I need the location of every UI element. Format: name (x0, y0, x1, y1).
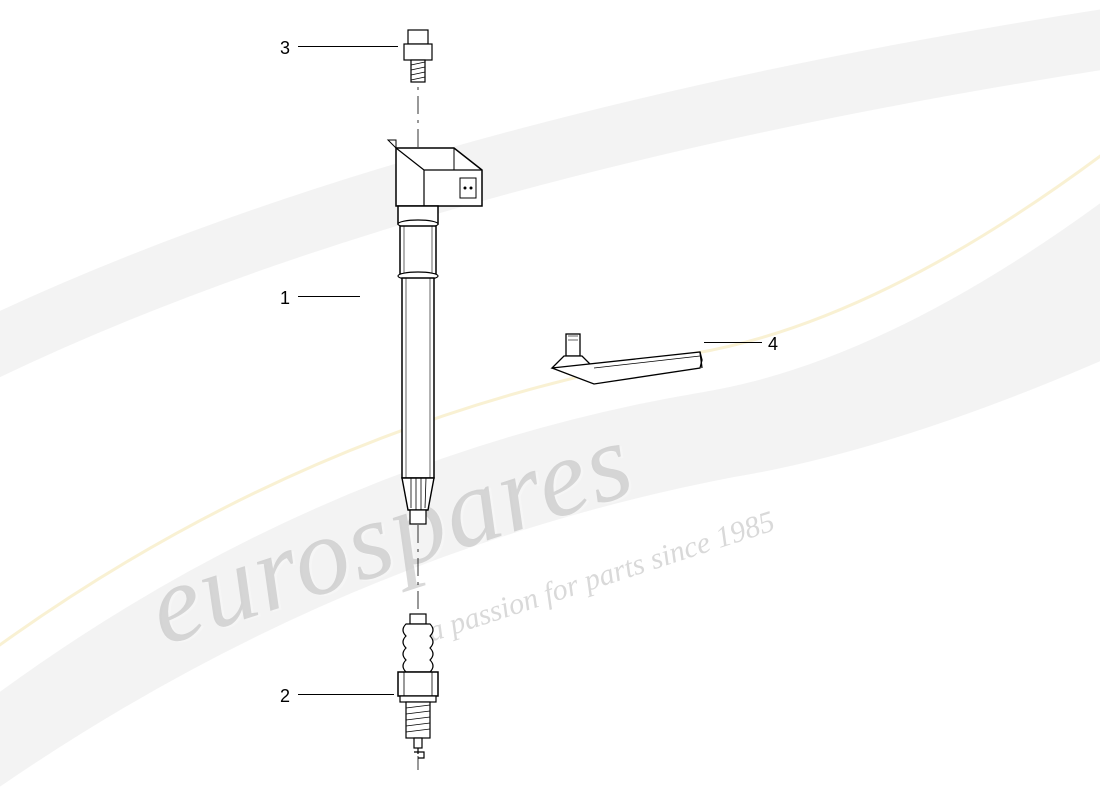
part-spark-plug (398, 614, 438, 758)
callout-line-2 (298, 694, 394, 695)
callout-line-3 (298, 46, 398, 47)
callout-label-2: 2 (280, 686, 290, 707)
part-ignition-coil (388, 140, 482, 524)
part-grease-tube (552, 334, 702, 384)
callout-line-4 (704, 342, 762, 343)
parts-diagram: eurospares a passion for parts since 198… (0, 0, 1100, 800)
callout-label-1: 1 (280, 288, 290, 309)
part-bolt (404, 30, 432, 82)
callout-label-3: 3 (280, 38, 290, 59)
callout-line-1 (298, 296, 360, 297)
callout-label-4: 4 (768, 334, 778, 355)
parts-illustration (0, 0, 1100, 800)
